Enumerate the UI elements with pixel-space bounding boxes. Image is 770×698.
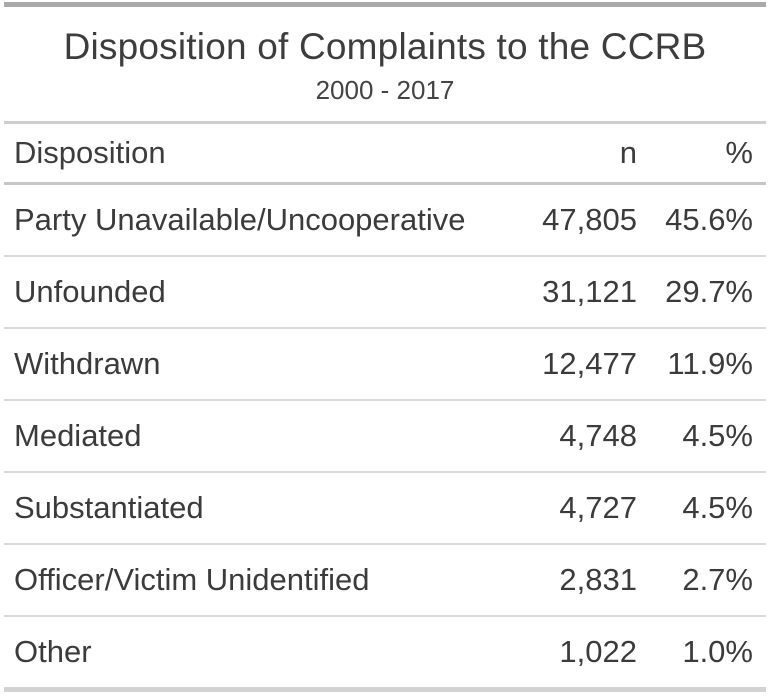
table-subtitle: 2000 - 2017 — [315, 75, 455, 105]
column-header-n: n — [619, 135, 637, 170]
table-bottom-border — [4, 687, 766, 692]
row-disposition: Mediated — [14, 418, 142, 453]
table-row: Substantiated 4,727 4.5% — [4, 473, 766, 543]
row-percent: 29.7% — [665, 274, 753, 309]
row-percent: 11.9% — [667, 346, 753, 381]
row-percent: 45.6% — [665, 202, 753, 237]
row-disposition: Officer/Victim Unidentified — [14, 562, 370, 597]
table-row: Officer/Victim Unidentified 2,831 2.7% — [4, 545, 766, 615]
row-percent: 4.5% — [682, 490, 753, 525]
table-row: Unfounded 31,121 29.7% — [4, 257, 766, 327]
row-count: 4,748 — [559, 418, 637, 453]
row-disposition: Other — [14, 634, 92, 669]
table-row: Withdrawn 12,477 11.9% — [4, 329, 766, 399]
row-percent: 4.5% — [682, 418, 753, 453]
row-count: 2,831 — [559, 562, 637, 597]
header-bottom-rule — [4, 182, 766, 185]
header-top-rule — [4, 121, 766, 124]
table-title: Disposition of Complaints to the CCRB — [63, 26, 707, 67]
row-disposition: Withdrawn — [14, 346, 161, 381]
table-row: Other 1,022 1.0% — [4, 617, 766, 687]
row-disposition: Party Unavailable/Uncooperative — [14, 202, 466, 237]
row-count: 4,727 — [559, 490, 637, 525]
row-separator — [4, 327, 766, 329]
row-percent: 2.7% — [682, 562, 753, 597]
row-count: 31,121 — [542, 274, 637, 309]
row-count: 12,477 — [542, 346, 637, 381]
row-percent: 1.0% — [682, 634, 753, 669]
table-top-border — [4, 2, 766, 7]
column-header-percent: % — [725, 135, 753, 170]
table-row: Party Unavailable/Uncooperative 47,805 4… — [4, 185, 766, 255]
row-separator — [4, 471, 766, 473]
row-count: 47,805 — [542, 202, 637, 237]
row-separator — [4, 543, 766, 545]
row-separator — [4, 399, 766, 401]
row-disposition: Unfounded — [14, 274, 166, 309]
row-separator — [4, 615, 766, 617]
row-disposition: Substantiated — [14, 490, 204, 525]
row-count: 1,022 — [559, 634, 637, 669]
table-header-row: Disposition n % — [4, 124, 766, 182]
table-row: Mediated 4,748 4.5% — [4, 401, 766, 471]
column-header-disposition: Disposition — [14, 135, 166, 170]
row-separator — [4, 255, 766, 257]
